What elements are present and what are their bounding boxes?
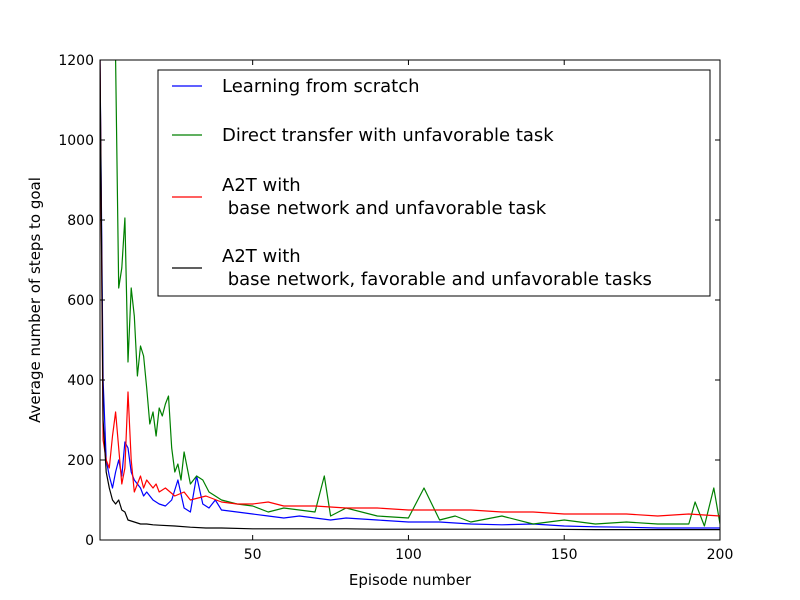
series-line-1 xyxy=(100,60,720,529)
y-tick-label: 200 xyxy=(67,453,94,469)
x-tick-label: 200 xyxy=(707,547,734,563)
series-layer xyxy=(100,60,720,531)
axis-ticks: 50 100 150 200 0 200 400 600 800 1000 1200 xyxy=(58,53,733,563)
legend-box xyxy=(157,69,711,297)
legend-label-3: A2T with base network and unfavorable ta… xyxy=(222,175,547,219)
legend-label-4: A2T with base network, favorable and unf… xyxy=(222,246,652,290)
x-axis-label: Episode number xyxy=(349,571,472,589)
series-line-2 xyxy=(115,60,720,527)
y-tick-label: 400 xyxy=(67,373,94,389)
x-tick-label: 50 xyxy=(244,547,262,563)
x-tick-label: 100 xyxy=(395,547,422,563)
series-line-4 xyxy=(100,60,720,531)
y-axis-label: Average number of steps to goal xyxy=(26,177,44,423)
legend-label-2: Direct transfer with unfavorable task xyxy=(222,125,554,146)
y-tick-label: 800 xyxy=(67,213,94,229)
legend-label-1: Learning from scratch xyxy=(222,76,420,97)
y-tick-label: 1000 xyxy=(58,133,94,149)
series-line-3 xyxy=(100,60,720,517)
legend: Learning from scratch Direct transfer wit… xyxy=(157,69,711,297)
y-tick-label: 600 xyxy=(67,293,94,309)
x-tick-label: 150 xyxy=(551,547,578,563)
y-tick-label: 1200 xyxy=(58,53,94,69)
y-tick-label: 0 xyxy=(85,533,94,549)
